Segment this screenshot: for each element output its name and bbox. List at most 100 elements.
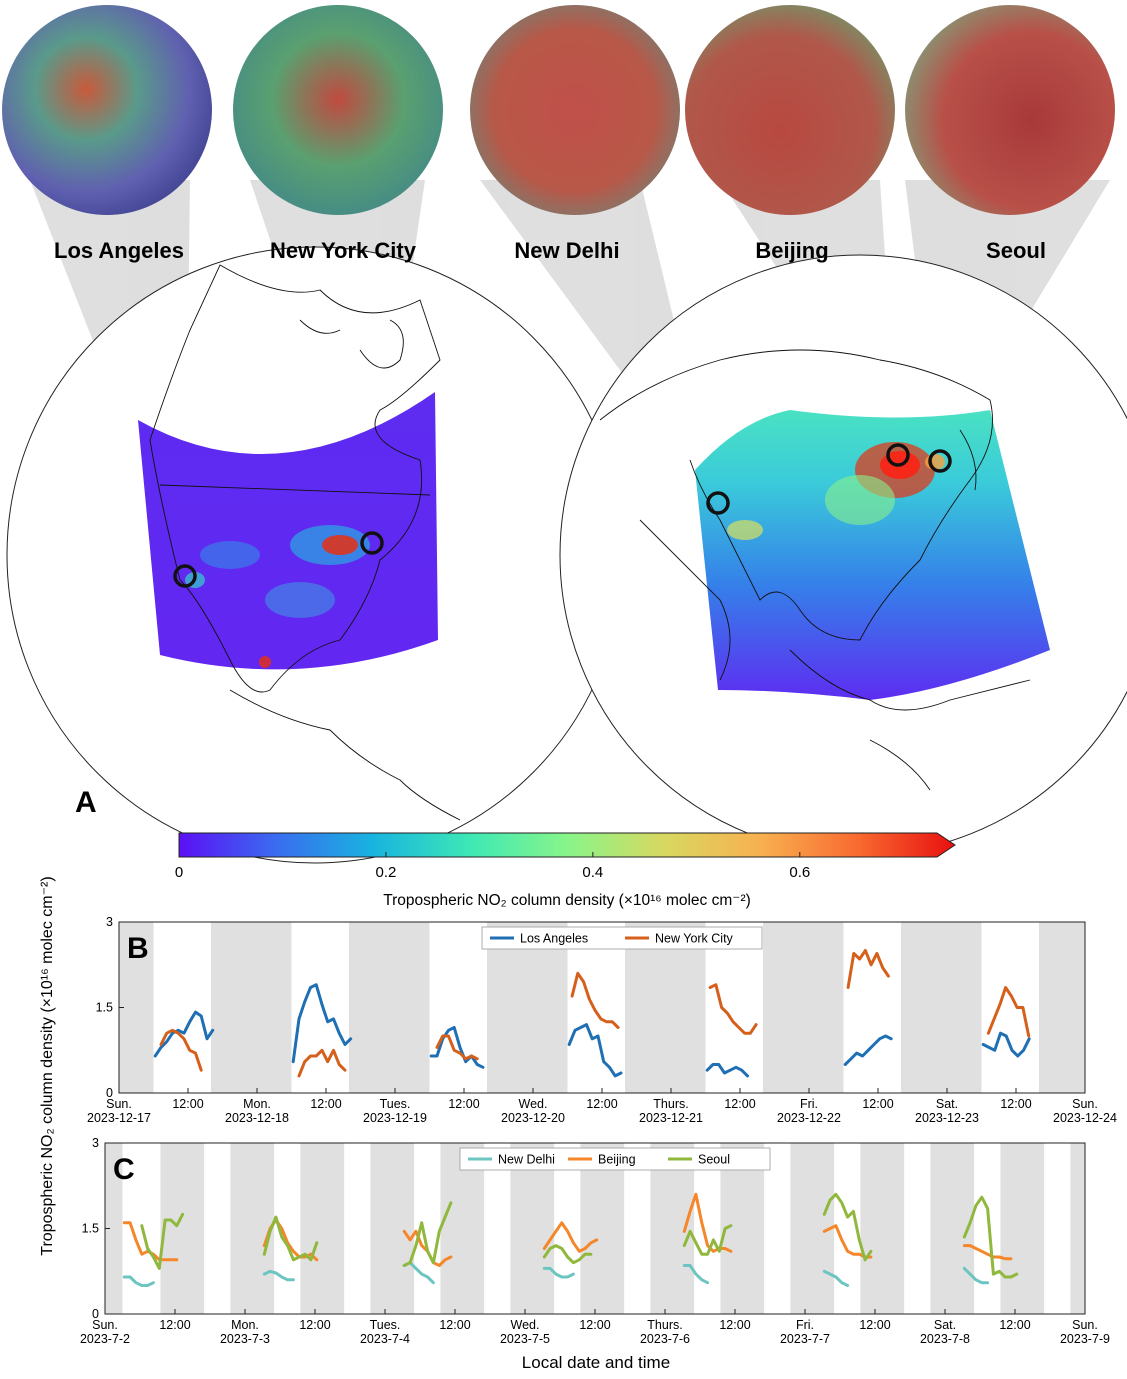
series-new-york-city-day-3 <box>570 971 620 1029</box>
y-tick-0: 0 <box>92 1307 99 1321</box>
series-seoul-day-4 <box>682 1224 733 1256</box>
city-labels: Los Angeles New York City New Delhi Beij… <box>54 238 1046 263</box>
night-band-0 <box>105 1143 123 1314</box>
zoom-new-york <box>233 5 443 215</box>
series-seoul-day-2 <box>402 1201 453 1267</box>
globe-asia <box>559 254 1127 856</box>
panel-letter-b: B <box>127 932 149 965</box>
x-tick-5-0: 12:00 <box>448 1097 479 1111</box>
night-band-1 <box>160 1143 205 1314</box>
x-tick-7-0: 12:00 <box>586 1097 617 1111</box>
night-band-14 <box>1070 1143 1085 1314</box>
series-los-angeles-day-3 <box>567 1023 623 1078</box>
series-los-angeles-day-1 <box>291 983 353 1064</box>
x-tick-6-1: 2023-12-20 <box>501 1111 565 1125</box>
night-band-3 <box>300 1143 345 1314</box>
series-new-delhi-day-3 <box>542 1266 575 1279</box>
night-band-0 <box>119 922 154 1093</box>
x-tick-7-0: 12:00 <box>579 1318 610 1332</box>
x-tick-0-0: Sun. <box>106 1097 132 1111</box>
x-tick-11-0: 12:00 <box>859 1318 890 1332</box>
night-band-13 <box>1000 1143 1045 1314</box>
colorbar-tick-0: 0 <box>175 864 183 881</box>
x-tick-2-1: 2023-12-18 <box>225 1111 289 1125</box>
zoom-beijing <box>685 5 895 215</box>
series-los-angeles-day-4 <box>705 1063 749 1078</box>
x-tick-1-0: 12:00 <box>172 1097 203 1111</box>
series-new-delhi-day-1 <box>262 1269 295 1282</box>
x-tick-0-0: Sun. <box>92 1318 118 1332</box>
series-new-york-city-day-6 <box>986 986 1031 1038</box>
series-new-delhi-day-5 <box>822 1269 850 1287</box>
tempo-swath-north-america <box>138 392 438 670</box>
x-tick-12-0: Sat. <box>934 1318 956 1332</box>
x-tick-9-0: 12:00 <box>724 1097 755 1111</box>
x-tick-11-0: 12:00 <box>862 1097 893 1111</box>
marker-beijing <box>886 443 910 467</box>
series-new-york-city-day-0 <box>159 1028 203 1072</box>
city-label-3: Beijing <box>755 238 828 263</box>
legend-box <box>481 926 763 950</box>
series-los-angeles-day-0 <box>153 1010 215 1058</box>
marker-los-angeles <box>173 564 197 588</box>
night-band-4 <box>370 1143 415 1314</box>
legend-label-0: New Delhi <box>498 1153 555 1167</box>
y-axis-title: Tropospheric NO₂ column density (×10¹⁶ m… <box>39 876 56 1255</box>
x-tick-14-1: 2023-12-24 <box>1053 1111 1117 1125</box>
series-seoul-day-6 <box>962 1195 1019 1279</box>
city-label-2: New Delhi <box>514 238 619 263</box>
x-tick-3-0: 12:00 <box>310 1097 341 1111</box>
x-tick-8-1: 2023-12-21 <box>639 1111 703 1125</box>
legend-label-1: Beijing <box>598 1153 636 1167</box>
series-new-delhi-day-4 <box>682 1264 710 1285</box>
night-band-6 <box>510 1143 555 1314</box>
no2-hotspots-na <box>185 525 370 668</box>
x-tick-4-0: Tues. <box>380 1097 411 1111</box>
colorbar-tick-1: 0.2 <box>376 864 397 881</box>
y-tick-0: 0 <box>106 1086 113 1100</box>
x-tick-8-1: 2023-7-6 <box>640 1332 690 1346</box>
colorbar: 0 0.2 0.4 0.6 Tropospheric NO₂ column densi… <box>175 832 956 909</box>
legend-label-2: Seoul <box>698 1153 730 1167</box>
night-band-1 <box>211 922 292 1093</box>
x-tick-4-1: 2023-12-19 <box>363 1111 427 1125</box>
gems-swath-asia <box>695 410 1050 700</box>
x-tick-5-0: 12:00 <box>439 1318 470 1332</box>
city-label-1: New York City <box>270 238 417 263</box>
night-band-5 <box>763 922 844 1093</box>
city-zoom-views <box>2 5 1115 215</box>
x-tick-10-0: Fri. <box>800 1097 818 1111</box>
city-label-4: Seoul <box>986 238 1046 263</box>
x-tick-0-1: 2023-7-2 <box>80 1332 130 1346</box>
night-band-4 <box>625 922 706 1093</box>
y-tick-1: 1.5 <box>96 1001 113 1015</box>
x-tick-4-0: Tues. <box>370 1318 401 1332</box>
panel-letter-a: A <box>75 786 97 819</box>
zoom-new-delhi <box>470 5 680 215</box>
series-beijing-day-4 <box>682 1192 733 1253</box>
panel-a: Los Angeles New York City New Delhi Beij… <box>2 5 1127 909</box>
x-tick-8-0: Thurs. <box>653 1097 688 1111</box>
series-los-angeles-day-5 <box>843 1034 893 1066</box>
series-beijing-day-6 <box>962 1244 1013 1261</box>
x-tick-10-1: 2023-12-22 <box>777 1111 841 1125</box>
x-tick-1-0: 12:00 <box>159 1318 190 1332</box>
x-tick-6-1: 2023-7-5 <box>500 1332 550 1346</box>
marker-seoul <box>928 449 952 473</box>
no2-hotspots-asia <box>727 442 945 540</box>
series-new-york-city-day-2 <box>435 1034 479 1061</box>
x-tick-10-0: Fri. <box>796 1318 814 1332</box>
series-seoul-day-5 <box>822 1192 873 1262</box>
series-new-delhi-day-6 <box>962 1266 990 1285</box>
night-band-7 <box>580 1143 625 1314</box>
legend-label-1: New York City <box>655 932 734 946</box>
x-tick-2-0: Mon. <box>231 1318 259 1332</box>
series-new-york-city-day-1 <box>297 1048 347 1078</box>
coastlines-na <box>149 264 461 821</box>
x-tick-13-0: 12:00 <box>1000 1097 1031 1111</box>
night-band-3 <box>487 922 568 1093</box>
globe-north-america <box>6 246 624 864</box>
coastlines-asia <box>599 349 1031 791</box>
